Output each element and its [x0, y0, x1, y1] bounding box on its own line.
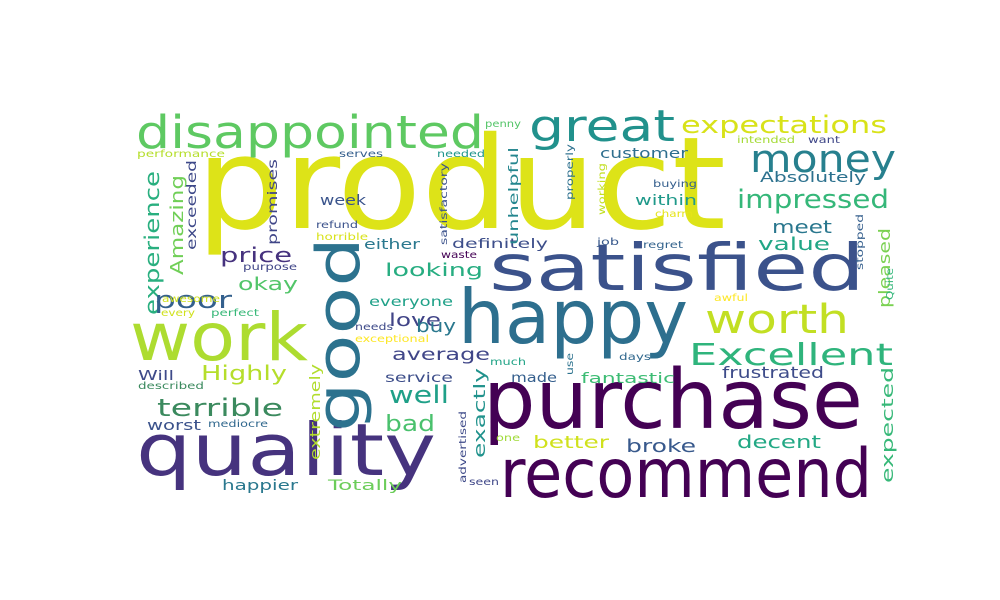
word-quality: quality: [136, 408, 436, 492]
word-worth: worth: [705, 297, 849, 343]
word-unhelpful: unhelpful: [507, 147, 522, 245]
word-love: love: [389, 310, 441, 331]
word-needs: needs: [355, 322, 393, 333]
word-bad: bad: [385, 412, 435, 437]
word-happier: happier: [222, 478, 298, 494]
word-everyone: everyone: [369, 295, 453, 310]
word-looking: looking: [385, 260, 483, 281]
word-refund: refund: [316, 220, 358, 231]
word-working: working: [597, 163, 608, 215]
word-satisfied: satisfied: [489, 232, 865, 306]
word-described: described: [138, 381, 204, 392]
word-worst: worst: [147, 418, 202, 434]
word-awesome: awesome: [162, 294, 220, 305]
word-regret: regret: [643, 240, 683, 251]
word-pleased: pleased: [875, 228, 894, 308]
word-expected: expected: [878, 367, 897, 483]
word-days: days: [619, 352, 651, 363]
word-penny: penny: [485, 119, 521, 130]
word-value: value: [758, 234, 830, 255]
word-extremely: extremely: [308, 364, 324, 460]
word-exceeded: exceeded: [185, 160, 200, 250]
word-made: made: [511, 371, 557, 386]
word-disappointed: disappointed: [136, 106, 484, 159]
word-definitely: definitely: [452, 237, 548, 252]
word-week: week: [320, 193, 367, 209]
word-charm: charm: [655, 209, 693, 220]
word-use: use: [565, 353, 576, 375]
word-fantastic: fantastic: [581, 371, 675, 387]
word-intended: intended: [737, 135, 795, 146]
word-average: average: [392, 345, 490, 365]
word-service: service: [385, 371, 453, 386]
word-awful: awful: [714, 293, 748, 304]
word-absolutely: Absolutely: [760, 170, 866, 186]
word-happy: happy: [458, 273, 688, 361]
word-seen: seen: [469, 477, 499, 488]
word-purchase: purchase: [483, 353, 863, 448]
word-stopped: stopped: [855, 214, 866, 270]
word-okay: okay: [238, 274, 298, 295]
word-amazing: Amazing: [167, 175, 188, 275]
word-well: well: [389, 381, 449, 409]
word-broke: broke: [626, 436, 696, 457]
word-money: money: [750, 137, 896, 181]
word-advertised: advertised: [458, 411, 469, 483]
word-exceptional: exceptional: [355, 334, 429, 345]
word-frustrated: frustrated: [722, 363, 824, 382]
word-buying: buying: [653, 179, 697, 190]
word-experience: experience: [140, 171, 164, 315]
word-purpose: purpose: [243, 262, 297, 273]
word-great: great: [529, 101, 675, 152]
word-waste: waste: [441, 250, 477, 261]
word-perfect: perfect: [211, 308, 259, 319]
word-work: work: [130, 299, 309, 376]
word-much: much: [490, 357, 526, 368]
word-horrible: horrible: [316, 232, 368, 243]
word-needed: needed: [437, 149, 485, 160]
word-meet: meet: [772, 217, 832, 238]
word-performance: performance: [137, 149, 225, 160]
word-serves: serves: [339, 149, 383, 160]
word-terrible: terrible: [157, 394, 283, 422]
word-want: want: [808, 135, 840, 146]
word-customer: customer: [600, 146, 688, 162]
word-job: job: [596, 237, 619, 248]
word-poor: poor: [154, 286, 232, 314]
word-product: product: [196, 110, 726, 259]
word-one: one: [496, 433, 520, 444]
word-excellent: Excellent: [689, 338, 893, 373]
word-better: better: [533, 433, 609, 453]
word-either: either: [364, 237, 420, 253]
word-within: within: [635, 193, 697, 209]
word-highly: Highly: [201, 361, 287, 385]
word-satisfactory: satisfactory: [439, 163, 450, 245]
word-will: Will: [138, 369, 174, 384]
word-quite: Quite: [885, 268, 896, 300]
word-good: good: [304, 237, 374, 432]
word-totally: Totally: [326, 478, 402, 494]
word-impressed: impressed: [737, 185, 889, 215]
word-recommend: recommend: [500, 435, 872, 514]
word-decent: decent: [737, 432, 821, 453]
word-price: price: [220, 243, 292, 267]
word-expectations: expectations: [681, 111, 887, 139]
word-every: every: [161, 308, 195, 319]
word-buy: buy: [416, 316, 456, 337]
word-exactly: exactly: [470, 368, 489, 458]
word-properly: properly: [565, 144, 576, 200]
word-promises: promises: [266, 159, 281, 245]
word-mediocre: mediocre: [208, 419, 268, 430]
